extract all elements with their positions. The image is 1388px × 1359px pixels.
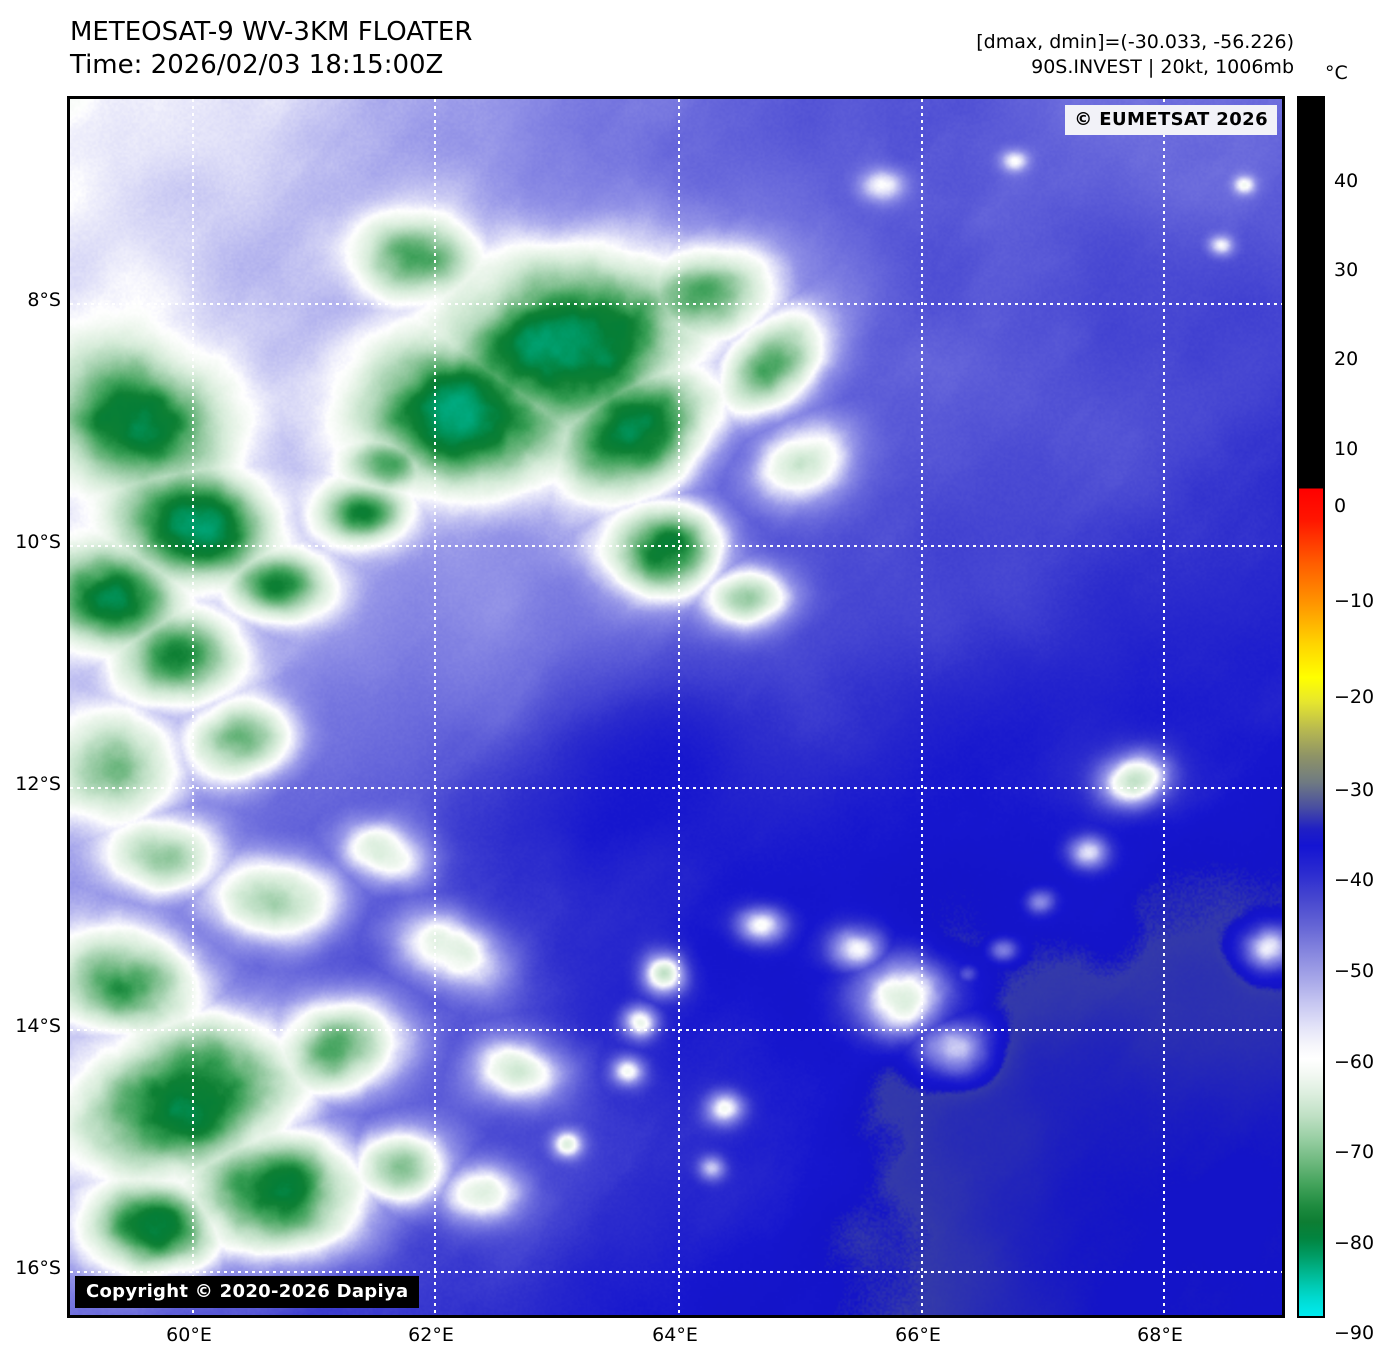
colorbar-tick-label: −10 — [1334, 590, 1375, 612]
longitude-tick-label: 60°E — [166, 1324, 212, 1346]
temperature-colorbar[interactable] — [1297, 96, 1325, 1318]
colorbar-tick-label: −70 — [1334, 1141, 1375, 1163]
colorbar-tick-label: 30 — [1334, 259, 1359, 281]
satellite-imagery-canvas — [70, 99, 1282, 1315]
colorbar-tick-label: −20 — [1334, 686, 1375, 708]
colorbar-tick-label: 40 — [1334, 170, 1359, 192]
colorbar-tick-label: −40 — [1334, 869, 1375, 891]
page-title: METEOSAT-9 WV-3KM FLOATER — [70, 17, 473, 47]
header-meta-block: [dmax, dmin]=(-30.033, -56.226) 90S.INVE… — [976, 30, 1294, 79]
eumetsat-credit-badge: © EUMETSAT 2026 — [1065, 105, 1277, 135]
latitude-tick-label: 14°S — [15, 1015, 61, 1037]
colorbar-gradient — [1299, 98, 1323, 1316]
header-title-block: METEOSAT-9 WV-3KM FLOATER Time: 2026/02/… — [70, 16, 472, 83]
longitude-tick-label: 68°E — [1137, 1324, 1183, 1346]
latitude-tick-label: 10°S — [15, 531, 61, 553]
colorbar-tick-label: −80 — [1334, 1232, 1375, 1254]
colorbar-unit-label: °C — [1325, 62, 1348, 84]
data-range-label: [dmax, dmin]=(-30.033, -56.226) — [976, 31, 1294, 53]
storm-info-label: 90S.INVEST | 20kt, 1006mb — [1031, 55, 1294, 78]
latitude-tick-label: 8°S — [27, 289, 61, 311]
satellite-map-plot[interactable]: © EUMETSAT 2026 Copyright © 2020-2026 Da… — [67, 96, 1285, 1318]
timestamp-label: Time: 2026/02/03 18:15:00Z — [70, 50, 444, 81]
colorbar-tick-label: 10 — [1334, 438, 1359, 460]
colorbar-tick-label: 20 — [1334, 348, 1359, 370]
colorbar-tick-label: −50 — [1334, 960, 1375, 982]
longitude-tick-label: 62°E — [408, 1324, 454, 1346]
colorbar-tick-label: −60 — [1334, 1051, 1375, 1073]
latitude-tick-label: 16°S — [15, 1257, 61, 1279]
colorbar-tick-label: −90 — [1334, 1322, 1375, 1344]
longitude-tick-label: 64°E — [652, 1324, 698, 1346]
colorbar-tick-label: 0 — [1334, 495, 1347, 517]
longitude-tick-label: 66°E — [895, 1324, 941, 1346]
dapiya-copyright-badge: Copyright © 2020-2026 Dapiya — [75, 1276, 420, 1308]
latitude-tick-label: 12°S — [15, 773, 61, 795]
colorbar-tick-label: −30 — [1334, 779, 1375, 801]
